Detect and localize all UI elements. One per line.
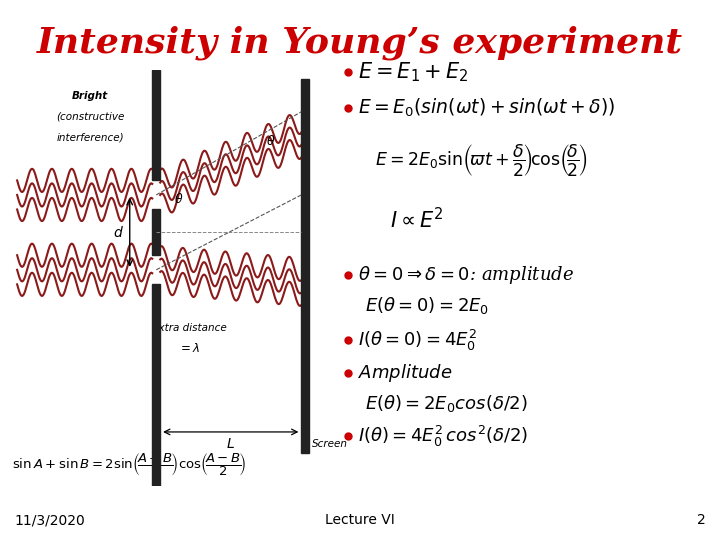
Text: $E(\theta)=2E_0 cos(\delta/2)$: $E(\theta)=2E_0 cos(\delta/2)$ (365, 393, 528, 414)
Text: $\theta{=}0 \Rightarrow \delta{=}0$: amplitude: $\theta{=}0 \Rightarrow \delta{=}0$: amp… (358, 264, 574, 286)
Text: $I(\theta)=4E_0^2\,cos^2(\delta/2)$: $I(\theta)=4E_0^2\,cos^2(\delta/2)$ (358, 423, 528, 449)
Text: $\theta$: $\theta$ (266, 134, 275, 148)
Text: Screen: Screen (312, 440, 348, 449)
Bar (152, 285, 161, 486)
Bar (301, 78, 310, 453)
Text: $E(\theta{=}0)=2E_0$: $E(\theta{=}0)=2E_0$ (365, 294, 489, 315)
Text: $Amplitude$: $Amplitude$ (358, 362, 452, 384)
Text: $\sin A+\sin B=2\sin\!\left(\!\dfrac{A+B}{2}\!\right)\cos\!\left(\!\dfrac{A-B}{2: $\sin A+\sin B=2\sin\!\left(\!\dfrac{A+B… (12, 451, 246, 478)
Text: $= \lambda$: $= \lambda$ (179, 342, 200, 355)
Text: Extra distance: Extra distance (152, 323, 227, 333)
Text: $I(\theta{=}0)=4E_0^2$: $I(\theta{=}0)=4E_0^2$ (358, 327, 477, 353)
Text: $E=E_1+E_2$: $E=E_1+E_2$ (358, 60, 469, 84)
Text: Bright: Bright (72, 91, 108, 101)
Text: interference): interference) (56, 132, 124, 143)
Text: $L$: $L$ (226, 437, 235, 451)
Text: Lecture VI: Lecture VI (325, 513, 395, 527)
Bar (152, 210, 161, 255)
Text: $\theta$: $\theta$ (174, 192, 184, 206)
Bar (152, 70, 161, 180)
Text: (constructive: (constructive (56, 112, 124, 122)
Text: Intensity in Young’s experiment: Intensity in Young’s experiment (37, 25, 683, 59)
Text: $I \propto E^2$: $I \propto E^2$ (390, 207, 444, 233)
Text: 2: 2 (697, 513, 706, 527)
Text: $E=E_0(sin(\omega t)+sin(\omega t+\delta))$: $E=E_0(sin(\omega t)+sin(\omega t+\delta… (358, 97, 615, 119)
Text: 11/3/2020: 11/3/2020 (14, 513, 85, 527)
Text: $E = 2E_0\sin\!\left(\!\varpi t+\dfrac{\delta}{2}\!\right)\!\cos\!\left(\!\dfrac: $E = 2E_0\sin\!\left(\!\varpi t+\dfrac{\… (375, 142, 588, 178)
Text: $d$: $d$ (113, 225, 124, 240)
